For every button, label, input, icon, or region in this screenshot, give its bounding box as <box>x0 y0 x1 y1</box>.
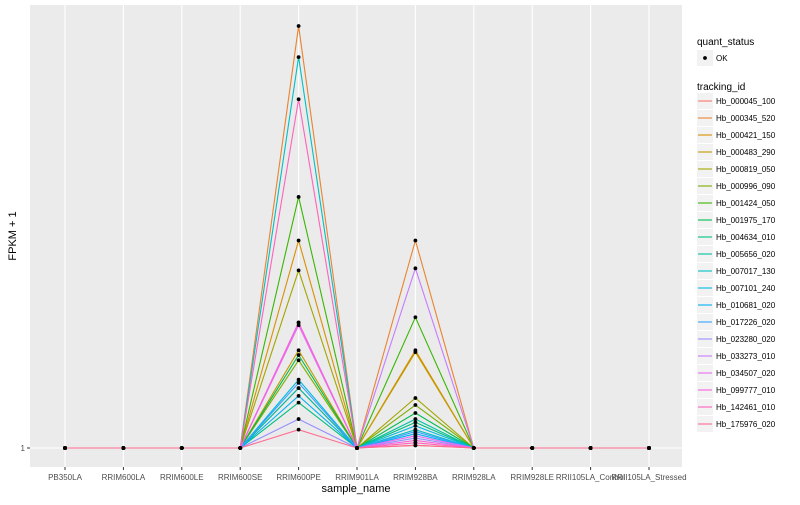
legend-label: Hb_000421_150 <box>716 131 776 140</box>
legend-label: Hb_017226_020 <box>716 318 776 327</box>
x-tick-label: RRIM600LA <box>102 473 146 482</box>
data-point <box>296 353 301 357</box>
legend-label: Hb_001975_170 <box>716 216 776 225</box>
data-point <box>413 443 418 448</box>
y-axis: 1 <box>21 444 30 453</box>
legend-label: Hb_000345_520 <box>716 114 776 123</box>
x-tick-label: RRII105LA_Stressed <box>611 473 686 482</box>
data-point <box>296 394 301 398</box>
legend-quant-status: OK <box>697 50 728 66</box>
data-point <box>413 433 418 438</box>
legend-label: Hb_034507_020 <box>716 369 776 378</box>
y-axis-title: FPKM + 1 <box>7 211 19 260</box>
legend-label: Hb_175976_020 <box>716 420 776 429</box>
data-point <box>296 195 301 199</box>
data-point <box>413 411 418 415</box>
data-point <box>355 446 359 450</box>
data-point <box>413 396 418 400</box>
data-point <box>588 446 593 450</box>
x-tick-label: RRIM600LE <box>160 473 204 482</box>
x-tick-label: RRIM600SE <box>218 473 262 482</box>
legend-label: Hb_004634_010 <box>716 233 776 242</box>
legend-title-tracking-id: tracking_id <box>697 82 745 93</box>
legend-label: Hb_000045_100 <box>716 97 776 106</box>
data-point <box>413 417 418 421</box>
data-point <box>121 446 126 450</box>
legend-label: Hb_000819_050 <box>716 165 776 174</box>
x-tick-label: RRII105LA_Control <box>556 473 626 482</box>
data-point <box>471 446 476 450</box>
data-point <box>296 427 301 432</box>
data-point <box>179 446 184 450</box>
data-point <box>296 320 301 325</box>
x-tick-label: RRIM600PE <box>276 473 320 482</box>
y-tick-label: 1 <box>21 444 26 453</box>
legend-tracking-id: Hb_000045_100 Hb_000345_520 Hb_000421_150 H… <box>697 93 776 432</box>
legend-label: Hb_001424_050 <box>716 199 776 208</box>
legend-label: Hb_007017_130 <box>716 267 776 276</box>
data-point <box>296 97 301 102</box>
data-point <box>296 55 301 60</box>
data-point <box>413 403 418 407</box>
data-point <box>413 315 418 320</box>
legend-label: Hb_010681_020 <box>716 301 776 310</box>
data-point <box>63 446 67 450</box>
data-point <box>296 386 301 391</box>
x-tick-label: RRIM928BA <box>393 473 438 482</box>
data-point <box>296 400 301 405</box>
data-point <box>296 381 301 385</box>
x-axis-title: sample_name <box>321 483 390 495</box>
data-point <box>296 238 301 243</box>
legend-label: Hb_099777_010 <box>716 386 776 395</box>
legend-label: Hb_007101_240 <box>716 284 776 293</box>
legend-title-quant-status: quant_status <box>697 37 754 48</box>
legend-label: Hb_142461_010 <box>716 403 776 412</box>
legend-label: Hb_033273_010 <box>716 352 776 361</box>
data-point <box>296 348 301 353</box>
data-point <box>413 238 418 243</box>
data-point <box>238 446 243 450</box>
data-point <box>647 446 651 450</box>
data-point <box>296 377 301 382</box>
legend-label: Hb_023280_020 <box>716 335 776 344</box>
x-tick-label: RRIM928LA <box>452 473 496 482</box>
legend-label: Hb_000996_090 <box>716 182 776 191</box>
data-point <box>296 323 301 328</box>
data-point <box>413 429 418 434</box>
legend-point <box>703 56 707 60</box>
data-point <box>296 268 301 273</box>
data-point <box>296 24 301 28</box>
legend-label: Hb_000483_290 <box>716 148 776 157</box>
data-point <box>530 446 535 450</box>
panel-background <box>30 5 682 467</box>
legend-label: OK <box>716 54 728 63</box>
legend-label: Hb_005656_020 <box>716 250 776 259</box>
legend: quant_status OK tracking_id Hb_000045_10… <box>697 37 776 432</box>
data-point <box>413 420 418 425</box>
data-point <box>413 350 418 355</box>
series-points <box>63 24 651 450</box>
data-point <box>296 417 301 421</box>
data-point <box>413 423 418 428</box>
x-tick-label: PB350LA <box>48 473 82 482</box>
x-tick-label: RRIM928LE <box>510 473 554 482</box>
x-axis: PB350LA RRIM600LA RRIM600LE RRIM600SE RRIM60… <box>48 467 687 482</box>
data-point <box>296 358 301 363</box>
x-tick-label: RRIM901LA <box>335 473 379 482</box>
data-point <box>413 266 418 271</box>
